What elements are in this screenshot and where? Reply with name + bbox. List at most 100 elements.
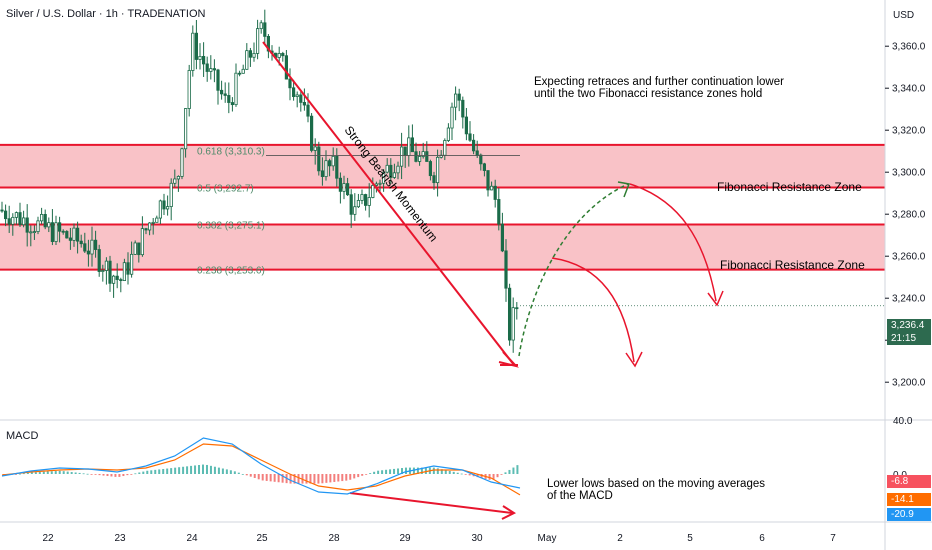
x-tick-label: 7 [830, 533, 836, 544]
candle-body [25, 217, 29, 233]
candle-body [248, 50, 252, 58]
resistance-zone-fill [0, 144, 885, 188]
macd-histogram-bar [205, 464, 208, 474]
candle-body [345, 183, 350, 196]
candle-body [47, 222, 51, 228]
candle-body [320, 170, 325, 177]
candle-body [122, 262, 126, 281]
macd-histogram-bar [38, 471, 41, 474]
macd-histogram-bar [249, 474, 252, 477]
macd-histogram-bar [313, 474, 316, 484]
candle-body [471, 139, 476, 152]
candle-body [147, 222, 152, 231]
fib-level-label: 0.382 (3,275.1) [197, 220, 265, 231]
candle-body [356, 200, 361, 208]
macd-histogram-bar [373, 471, 376, 474]
x-tick-label: May [538, 533, 557, 544]
candle-body [464, 116, 469, 135]
candle-body [453, 93, 458, 108]
macd-tick-label: 40.0 [893, 416, 913, 427]
macd-histogram-bar [209, 465, 212, 474]
candle-body [58, 222, 62, 232]
macd-line-badge: -14.1 [887, 493, 931, 506]
candle-body [126, 262, 130, 275]
macd-histogram-bar [305, 474, 308, 484]
macd-divergence-arrowhead [501, 505, 517, 520]
candle-body [392, 172, 397, 178]
macd-histogram-bar [369, 473, 372, 474]
annotation-macd-line1: Lower lows based on the moving averages [547, 478, 765, 490]
candle-body [515, 307, 519, 310]
macd-histogram-bar [158, 469, 161, 474]
candle-body [255, 28, 260, 54]
macd-histogram-bar [440, 469, 443, 474]
candle-body [43, 214, 47, 228]
x-tick-label: 25 [256, 533, 268, 544]
candle-body [399, 146, 404, 167]
macd-histogram-bar [190, 465, 193, 474]
candle-body [482, 163, 487, 171]
macd-histogram-bar [14, 474, 17, 475]
candle-body [65, 231, 69, 239]
y-tick-label: 3,240.0 [892, 294, 926, 305]
macd-histogram-bar [488, 474, 491, 480]
candle-body [54, 222, 58, 242]
candle-body [191, 32, 195, 71]
macd-histogram-bar [86, 473, 89, 475]
macd-histogram-bar [341, 474, 344, 482]
macd-histogram-bar [432, 467, 435, 474]
macd-histogram-bar [186, 466, 189, 474]
macd-histogram-bar [78, 472, 81, 474]
currency-label[interactable]: USD [893, 10, 915, 21]
red-arrowhead-2 [707, 290, 724, 307]
macd-histogram-bar [389, 469, 392, 474]
macd-histogram-bar [325, 474, 328, 483]
candle-body [363, 194, 368, 206]
candle-body [241, 68, 245, 74]
macd-histogram-bar [70, 472, 73, 474]
candle-body [198, 56, 202, 60]
macd-histogram-bar [229, 470, 232, 474]
y-tick-label: 3,360.0 [892, 42, 926, 53]
macd-histogram-bar [245, 474, 248, 476]
macd-histogram-bar [293, 474, 296, 484]
macd-histogram-bar [397, 468, 400, 474]
y-tick-label: 3,280.0 [892, 210, 926, 221]
candle-body [252, 53, 256, 58]
macd-histogram-bar [365, 474, 368, 475]
annotation-top-line1: Expecting retraces and further continuat… [534, 76, 784, 88]
candle-body [108, 260, 112, 284]
macd-histogram-bar [194, 465, 197, 474]
candle-body [72, 227, 76, 241]
candle-body [137, 242, 141, 256]
candle-body [489, 185, 494, 191]
candle-body [403, 146, 407, 156]
macd-histogram-bar [237, 472, 240, 474]
macd-histogram-bar [321, 474, 324, 484]
chart-symbol-title[interactable]: Silver / U.S. Dollar · 1h · TRADENATION [6, 8, 206, 20]
macd-histogram-bar [94, 474, 97, 475]
candle-body [76, 227, 80, 242]
macd-histogram-bar [130, 474, 133, 475]
candle-body [410, 137, 415, 153]
macd-histogram-bar [257, 474, 260, 480]
fib-level-label: 0.5 (3,292.7) [197, 184, 254, 195]
candle-body [479, 154, 483, 165]
candle-body [299, 94, 303, 103]
macd-histogram-bar [456, 472, 459, 474]
y-tick-label: 3,300.0 [892, 168, 926, 179]
macd-histogram-bar [126, 474, 129, 476]
macd-histogram-bar [98, 474, 101, 476]
macd-indicator-title[interactable]: MACD [6, 430, 39, 442]
signal-line-badge: -20.9 [887, 508, 931, 521]
momentum-trend-line [262, 41, 515, 366]
macd-histogram-bar [202, 464, 204, 474]
macd-histogram-bar [138, 472, 141, 474]
y-tick-label: 3,340.0 [892, 84, 926, 95]
candle-body [68, 237, 72, 241]
macd-histogram-bar [221, 468, 224, 474]
candle-body [79, 240, 83, 245]
macd-histogram-bar [54, 471, 57, 474]
projection-arrowhead [617, 181, 631, 198]
candle-body [259, 22, 263, 30]
